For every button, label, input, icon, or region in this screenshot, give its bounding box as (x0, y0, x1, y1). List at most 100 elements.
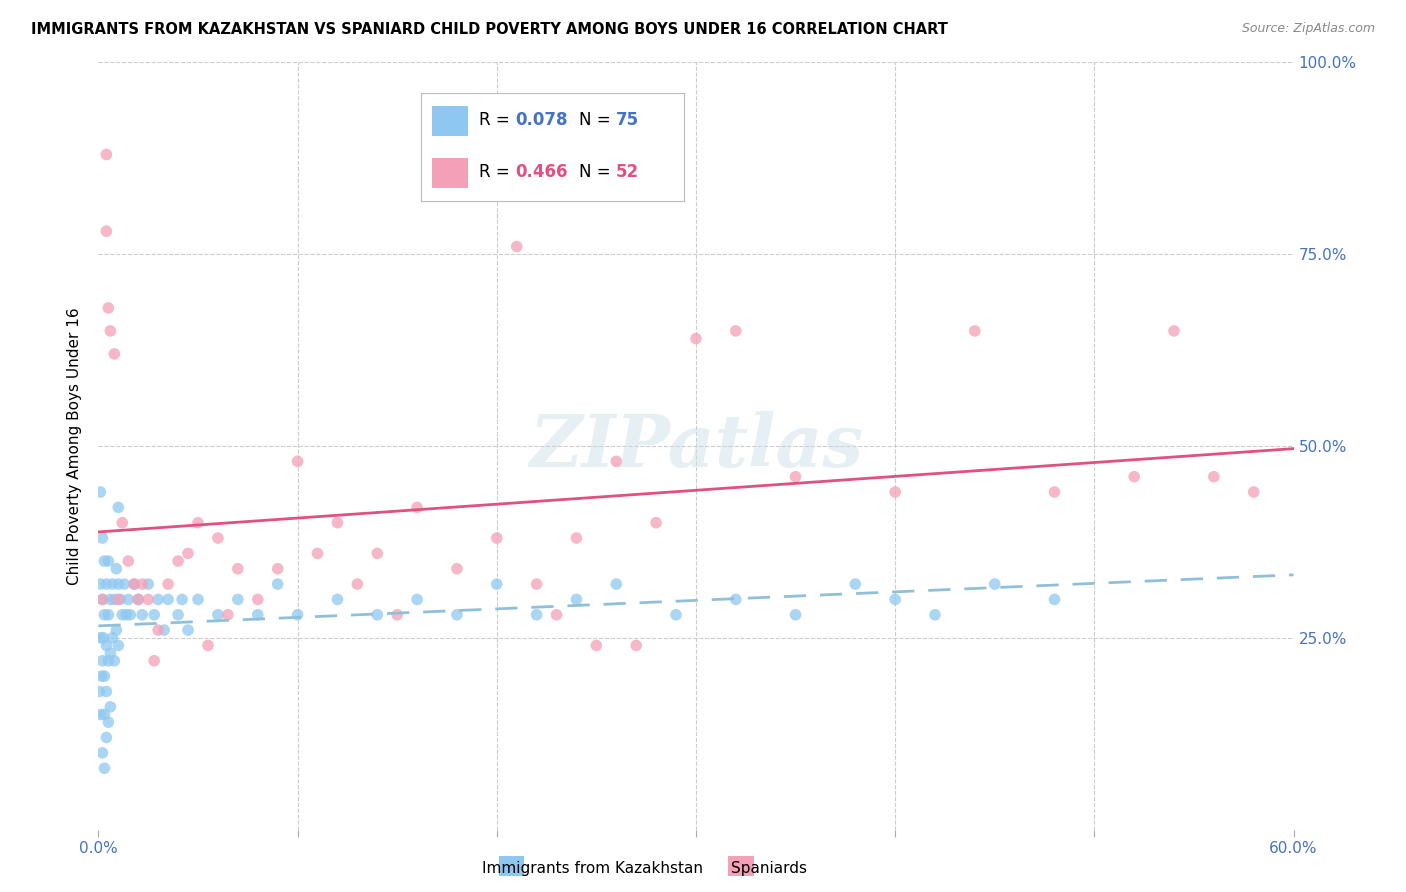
Point (91, 531, 114, 545)
Point (93, 607, 115, 622)
Point (98, 699, 122, 714)
Point (406, 500, 429, 515)
Point (685, 332, 707, 346)
Point (724, 324, 747, 338)
Point (287, 454, 309, 468)
Point (217, 607, 239, 622)
Point (724, 592, 747, 607)
Point (177, 546, 200, 560)
Point (93, 761, 115, 775)
Point (91, 592, 114, 607)
Point (326, 592, 349, 607)
Point (148, 623, 170, 637)
Point (97, 607, 120, 622)
Point (101, 577, 124, 591)
Point (207, 531, 229, 545)
Point (97, 715, 120, 730)
Point (785, 469, 807, 483)
Point (103, 654, 125, 668)
Text: IMMIGRANTS FROM KAZAKHSTAN VS SPANIARD CHILD POVERTY AMONG BOYS UNDER 16 CORRELA: IMMIGRANTS FROM KAZAKHSTAN VS SPANIARD C… (31, 22, 948, 37)
Point (111, 607, 134, 622)
Point (385, 607, 409, 622)
Point (167, 554, 190, 568)
Point (506, 239, 529, 253)
Point (346, 577, 368, 591)
Point (107, 577, 129, 591)
Point (97, 301, 120, 315)
Point (565, 531, 588, 545)
Point (546, 607, 568, 622)
Point (127, 592, 149, 607)
Point (96, 147, 118, 161)
Point (645, 516, 668, 530)
Point (103, 592, 125, 607)
Point (267, 562, 290, 576)
Point (207, 607, 229, 622)
Point (963, 324, 986, 338)
Point (187, 592, 209, 607)
Point (96, 731, 118, 745)
Point (148, 592, 170, 607)
Point (136, 577, 159, 591)
Point (117, 592, 139, 607)
Point (1043, 485, 1066, 500)
Point (96, 639, 118, 653)
Point (526, 577, 548, 591)
Text: Immigrants from Kazakhstan: Immigrants from Kazakhstan (482, 861, 703, 876)
Point (143, 607, 166, 622)
Point (91, 654, 114, 668)
Point (136, 592, 159, 607)
Point (485, 577, 508, 591)
Point (177, 623, 200, 637)
Point (97, 554, 120, 568)
Y-axis label: Child Poverty Among Boys Under 16: Child Poverty Among Boys Under 16 (67, 307, 83, 585)
Point (585, 639, 607, 653)
Point (924, 607, 946, 622)
Point (785, 607, 807, 622)
Point (96, 577, 118, 591)
Point (605, 577, 627, 591)
Point (98, 646, 122, 660)
Point (98, 324, 122, 338)
Point (107, 500, 129, 515)
Point (446, 562, 468, 576)
Point (112, 577, 135, 591)
Point (626, 639, 648, 653)
Point (1163, 324, 1185, 338)
Point (93, 707, 115, 722)
Point (127, 592, 149, 607)
Point (226, 592, 249, 607)
Point (101, 631, 124, 645)
Point (107, 592, 129, 607)
Text: Source: ZipAtlas.com: Source: ZipAtlas.com (1241, 22, 1375, 36)
Point (124, 577, 146, 591)
Point (157, 577, 180, 591)
Point (143, 654, 166, 668)
Point (187, 516, 209, 530)
Point (111, 516, 134, 530)
Point (89, 684, 111, 698)
Point (107, 639, 129, 653)
Point (90, 669, 112, 683)
Point (406, 592, 429, 607)
Point (98, 592, 122, 607)
Point (91, 592, 114, 607)
Point (120, 607, 142, 622)
Point (110, 592, 132, 607)
Point (366, 546, 388, 560)
Point (366, 607, 388, 622)
Point (93, 554, 115, 568)
Point (984, 577, 1007, 591)
Point (172, 592, 194, 607)
Point (665, 607, 688, 622)
Point (287, 607, 309, 622)
Point (96, 684, 118, 698)
Point (1243, 485, 1265, 500)
Point (89, 631, 111, 645)
Point (246, 607, 269, 622)
Point (226, 562, 249, 576)
Point (1043, 592, 1066, 607)
Point (97, 654, 120, 668)
Point (446, 607, 468, 622)
Point (884, 592, 907, 607)
